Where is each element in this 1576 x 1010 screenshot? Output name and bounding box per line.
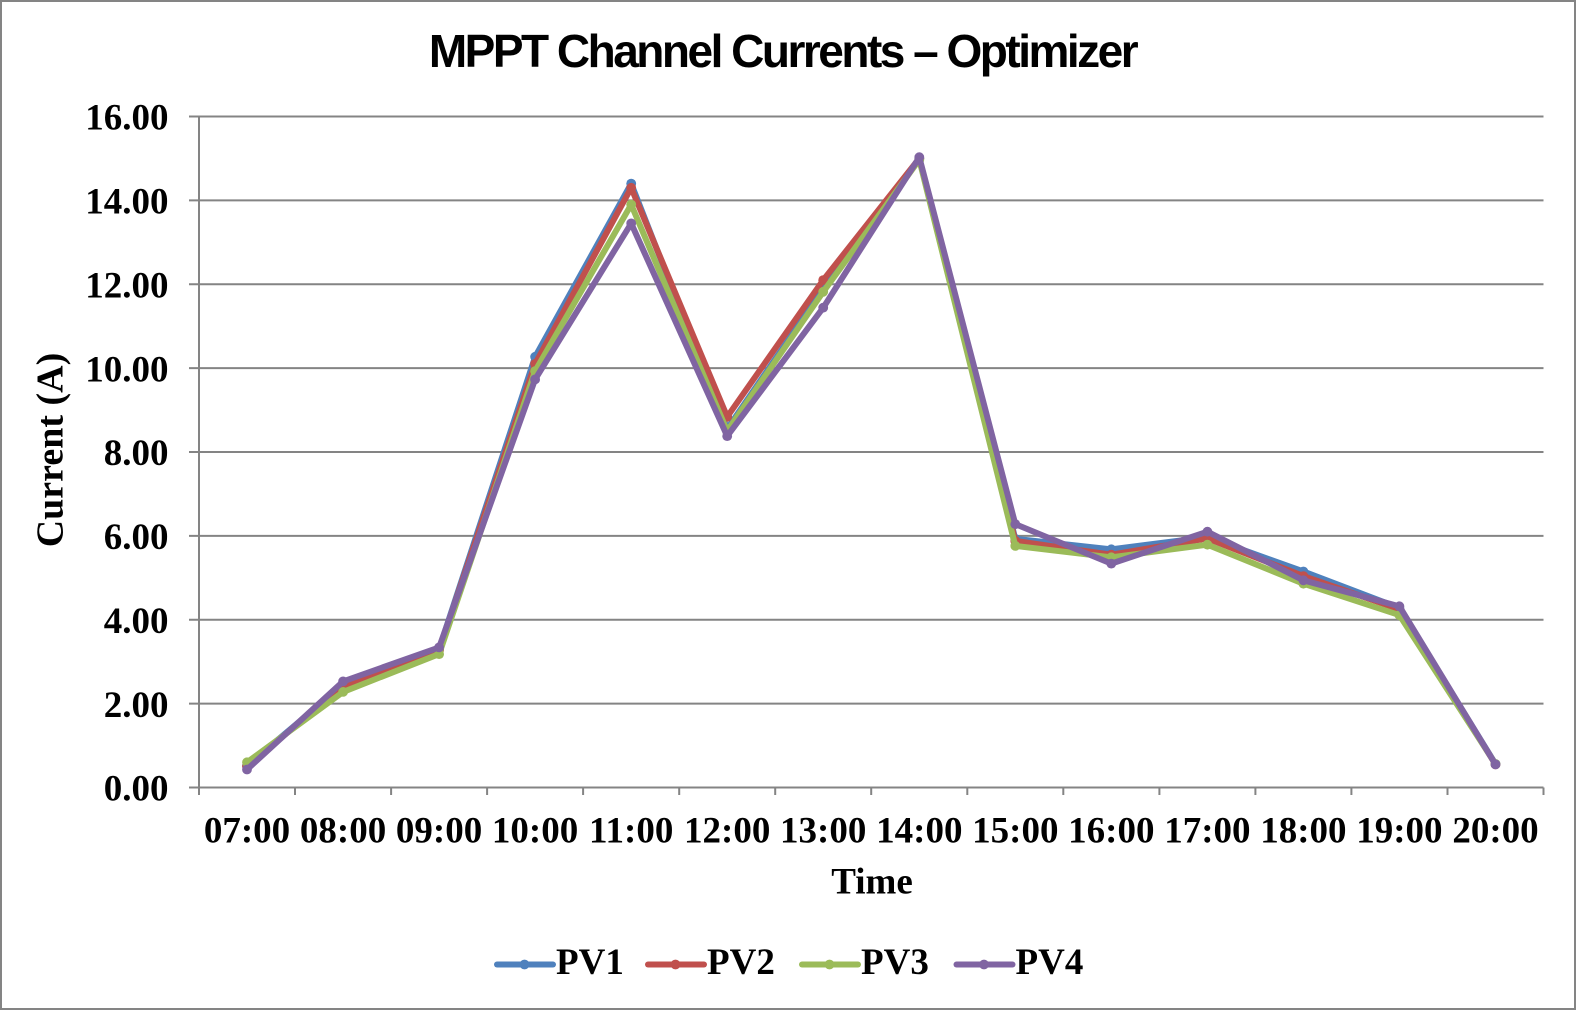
svg-text:12.00: 12.00 [85, 265, 168, 306]
svg-text:PV1: PV1 [556, 942, 624, 983]
svg-text:08:00: 08:00 [300, 811, 386, 852]
svg-text:16.00: 16.00 [85, 98, 168, 139]
svg-text:07:00: 07:00 [204, 811, 290, 852]
svg-text:11:00: 11:00 [589, 811, 673, 852]
svg-text:0.00: 0.00 [104, 769, 169, 810]
svg-text:Time: Time [831, 862, 913, 903]
svg-text:8.00: 8.00 [104, 433, 169, 474]
svg-text:09:00: 09:00 [396, 811, 482, 852]
svg-text:20:00: 20:00 [1452, 811, 1538, 852]
svg-text:19:00: 19:00 [1356, 811, 1442, 852]
svg-text:6.00: 6.00 [104, 517, 169, 558]
svg-text:17:00: 17:00 [1164, 811, 1250, 852]
svg-text:PV4: PV4 [1016, 942, 1084, 983]
svg-text:18:00: 18:00 [1260, 811, 1346, 852]
svg-text:12:00: 12:00 [684, 811, 770, 852]
svg-text:2.00: 2.00 [104, 685, 169, 726]
svg-text:Current (A): Current (A) [30, 353, 72, 548]
svg-text:16:00: 16:00 [1068, 811, 1154, 852]
svg-text:4.00: 4.00 [104, 601, 169, 642]
svg-text:MPPT Channel Currents – Optimi: MPPT Channel Currents – Optimizer [429, 25, 1139, 77]
svg-text:13:00: 13:00 [780, 811, 866, 852]
svg-text:PV2: PV2 [707, 942, 775, 983]
svg-text:10.00: 10.00 [85, 349, 168, 390]
svg-text:15:00: 15:00 [972, 811, 1058, 852]
svg-text:14.00: 14.00 [85, 182, 168, 223]
svg-text:10:00: 10:00 [492, 811, 578, 852]
svg-text:14:00: 14:00 [876, 811, 962, 852]
svg-text:PV3: PV3 [861, 942, 929, 983]
